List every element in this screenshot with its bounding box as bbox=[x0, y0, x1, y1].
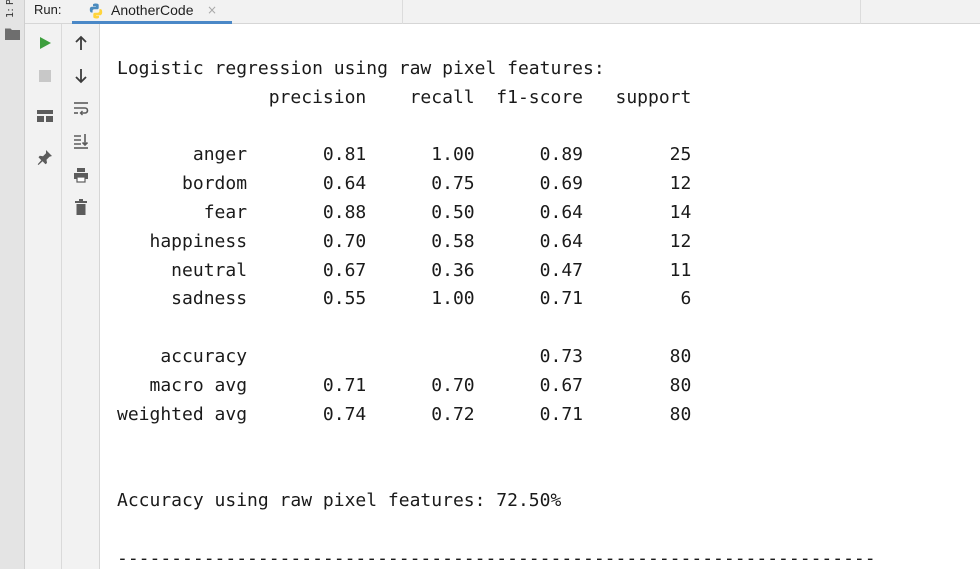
stop-icon bbox=[39, 70, 51, 82]
console-text: Logistic regression using raw pixel feat… bbox=[117, 55, 876, 573]
tab-separator bbox=[860, 0, 861, 24]
tab-anothercode[interactable]: AnotherCode × bbox=[72, 0, 232, 24]
arrow-down-icon bbox=[75, 69, 87, 84]
toolbar-divider bbox=[61, 24, 62, 569]
soft-wrap-button[interactable] bbox=[71, 98, 91, 118]
console-output[interactable]: Logistic regression using raw pixel feat… bbox=[100, 24, 980, 569]
play-button[interactable] bbox=[35, 33, 55, 53]
scroll-to-end-icon bbox=[74, 134, 89, 149]
console-line: happiness 0.70 0.58 0.64 12 bbox=[117, 230, 692, 252]
soft-wrap-icon bbox=[74, 102, 89, 116]
pin-tab-button[interactable] bbox=[35, 147, 55, 167]
console-line: sadness 0.55 1.00 0.71 6 bbox=[117, 288, 692, 310]
tab-title: AnotherCode bbox=[111, 2, 194, 18]
run-toolbar bbox=[25, 24, 100, 569]
scroll-to-end-button[interactable] bbox=[71, 131, 91, 151]
console-line: neutral 0.67 0.36 0.47 11 bbox=[117, 259, 692, 281]
tab-close-icon[interactable]: × bbox=[207, 3, 218, 17]
console-line: Accuracy using raw pixel features: 72.50… bbox=[117, 489, 562, 511]
stop-button[interactable] bbox=[35, 66, 55, 86]
console-line: weighted avg 0.74 0.72 0.71 80 bbox=[117, 403, 692, 425]
clear-all-button[interactable] bbox=[71, 197, 91, 217]
arrow-down-button[interactable] bbox=[71, 66, 91, 86]
console-line: accuracy 0.73 80 bbox=[117, 345, 692, 367]
project-strip-label[interactable]: 1: P bbox=[5, 0, 16, 18]
pin-icon bbox=[37, 150, 52, 165]
trash-icon bbox=[75, 199, 87, 215]
console-line: macro avg 0.71 0.70 0.67 80 bbox=[117, 374, 692, 396]
console-line: anger 0.81 1.00 0.89 25 bbox=[117, 144, 692, 166]
python-icon bbox=[89, 3, 103, 19]
layout-button[interactable] bbox=[35, 106, 55, 126]
console-line: fear 0.88 0.50 0.64 14 bbox=[117, 201, 692, 223]
arrow-up-icon bbox=[75, 35, 87, 50]
project-strip bbox=[0, 24, 25, 569]
console-line: Logistic regression using raw pixel feat… bbox=[117, 58, 605, 79]
play-icon bbox=[40, 37, 51, 49]
arrow-up-button[interactable] bbox=[71, 33, 91, 53]
folder-icon[interactable] bbox=[5, 27, 20, 40]
tool-window-header: 1: P Run: AnotherCode × bbox=[0, 0, 980, 24]
console-line: ----------------------------------------… bbox=[117, 547, 876, 569]
tab-separator bbox=[402, 0, 403, 24]
print-icon bbox=[74, 168, 88, 183]
layout-icon bbox=[37, 110, 53, 122]
console-line: bordom 0.64 0.75 0.69 12 bbox=[117, 173, 692, 195]
print-button[interactable] bbox=[71, 165, 91, 185]
run-label: Run: bbox=[34, 2, 62, 17]
project-strip-top[interactable]: 1: P bbox=[0, 0, 25, 24]
console-line: precision recall f1-score support bbox=[117, 86, 692, 108]
